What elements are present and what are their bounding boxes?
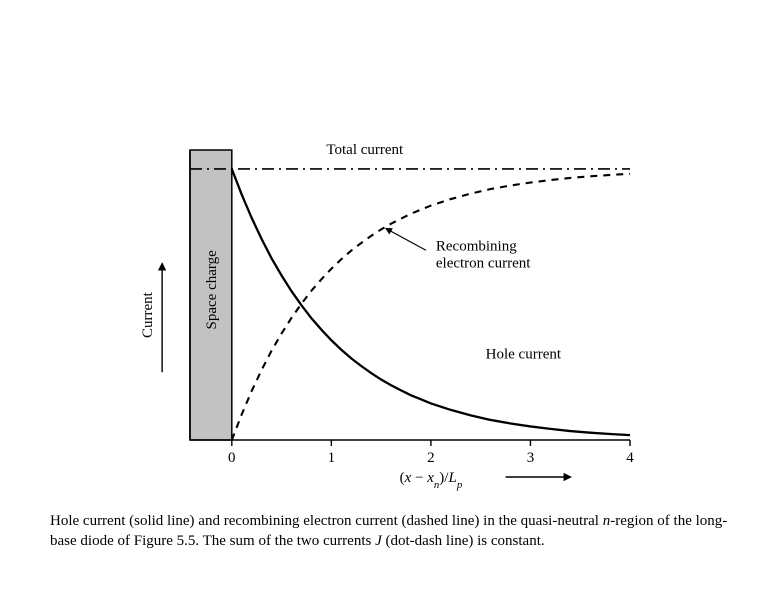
chart-svg: Space charge 0 1 2 3 4 Total current Recombinin… [130, 140, 650, 510]
svg-text:1: 1 [328, 450, 336, 466]
figure-caption: Hole current (solid line) and recombinin… [50, 512, 730, 551]
electron-current-label: Recombiningelectron current [436, 238, 531, 271]
electron-current-line [232, 174, 630, 440]
hole-current-label: Hole current [486, 347, 562, 363]
svg-text:4: 4 [626, 450, 634, 466]
caption-text: Hole current (solid line) and recombinin… [50, 513, 727, 549]
svg-text:3: 3 [527, 450, 535, 466]
x-axis-label: (x − xn)/Lp [400, 470, 463, 491]
chart-container: Space charge 0 1 2 3 4 Total current Recombinin… [130, 140, 650, 480]
y-axis-label: Current [140, 291, 156, 338]
svg-text:0: 0 [228, 450, 236, 466]
total-current-label: Total current [326, 142, 404, 158]
svg-text:2: 2 [427, 450, 435, 466]
space-charge-label: Space charge [204, 250, 220, 330]
hole-current-line [232, 169, 630, 435]
